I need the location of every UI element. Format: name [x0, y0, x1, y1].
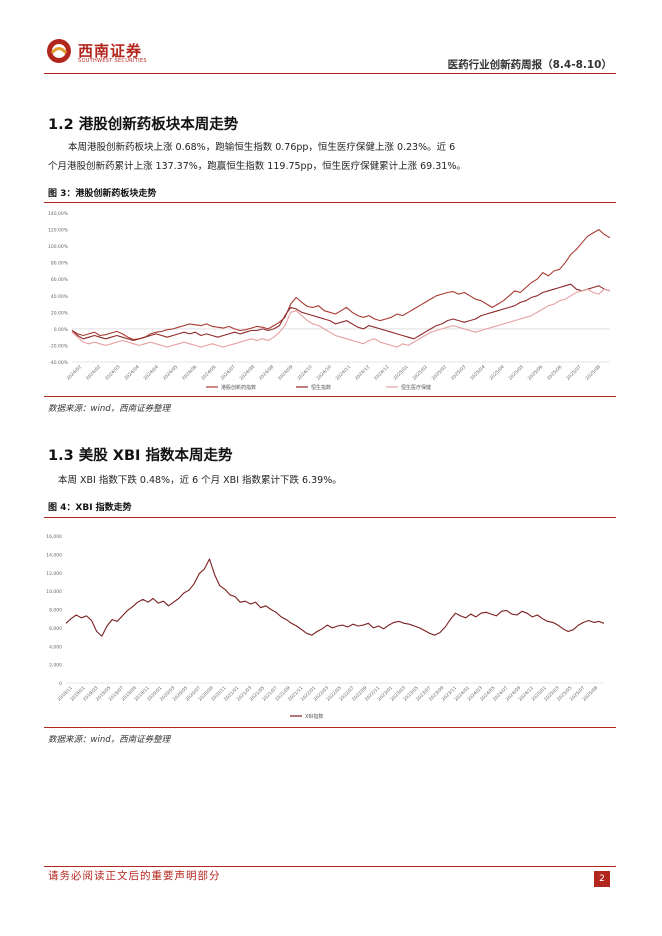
- x-tick-label: 2025/03: [450, 364, 468, 382]
- page-number: 2: [594, 871, 610, 887]
- y-tick-label: -20.00%: [49, 343, 69, 349]
- x-tick-label: 2024/04: [123, 364, 141, 382]
- x-tick-label: 2025/06: [546, 364, 564, 382]
- x-tick-label: 2024/06: [200, 364, 218, 382]
- x-tick-label: 2024/10: [296, 364, 314, 382]
- y-tick-label: -40.00%: [49, 360, 69, 366]
- figure-4-bottom-rule: [44, 727, 616, 728]
- x-tick-label: 2025/04: [469, 364, 487, 382]
- x-tick-label: 2024/11: [335, 364, 353, 382]
- y-tick-label: 10,000: [46, 589, 62, 595]
- figure-3-chart: 140.00% 120.00% 100.00% 80.00% 60.00% 40.00% 2…: [44, 204, 616, 394]
- figure-3-top-rule: [44, 202, 616, 203]
- report-title: 医药行业创新药周报（8.4-8.10）: [447, 59, 612, 71]
- x-tick-label: 2024/12: [373, 364, 391, 382]
- footer-disclaimer-note: 请务必阅读正文后的重要声明部分: [48, 870, 221, 882]
- figure-4-source: 数据来源：wind，西南证券整理: [48, 735, 171, 745]
- y-tick-label: 8,000: [49, 608, 62, 614]
- y-tick-label: 20.00%: [51, 310, 69, 316]
- x-tick-label: 2025/02: [411, 364, 429, 382]
- y-tick-label: 2,000: [49, 663, 62, 669]
- x-tick-label: 2024/05: [162, 364, 180, 382]
- figure-3-source: 数据来源：wind，西南证券整理: [48, 404, 171, 414]
- x-tick-label: 2025/06: [527, 364, 545, 382]
- y-tick-label: 0: [59, 681, 62, 687]
- header-divider: [44, 73, 616, 74]
- xbi-index-chart: 16,000 14,000 12,000 10,000 8,000 6,000 4,000 2…: [46, 534, 605, 720]
- x-tick-label: 2024/08: [258, 364, 276, 382]
- figure-3-caption: 图 3：港股创新药板块走势: [48, 189, 157, 199]
- legend-label: 恒生指数: [311, 384, 331, 391]
- section-1-2-paragraph-line1: 本周港股创新药板块上涨 0.68%，跑输恒生指数 0.76pp，恒生医疗保健上涨…: [68, 142, 456, 153]
- y-tick-label: 120.00%: [48, 228, 69, 234]
- series-line-1: [65, 558, 605, 637]
- legend-label: 恒生医疗保健: [401, 384, 431, 391]
- y-tick-label: 4,000: [49, 644, 62, 650]
- figure-3-bottom-rule: [44, 396, 616, 397]
- logo-english-name: SOUTHWEST SECURITIES: [78, 58, 147, 64]
- x-tick-label: 2024/07: [219, 364, 237, 382]
- y-tick-label: 100.00%: [48, 244, 69, 250]
- x-tick-label: 2025/04: [488, 364, 506, 382]
- figure-4-caption: 图 4：XBI 指数走势: [48, 503, 132, 513]
- company-logo: 西南证券 SOUTHWEST SECURITIES: [46, 38, 176, 70]
- x-tick-label: 2025/08: [584, 364, 602, 382]
- y-tick-label: 16,000: [46, 534, 62, 540]
- logo-chinese-name: 西南证券: [78, 42, 143, 60]
- x-tick-label: 2025/01: [392, 364, 410, 382]
- y-tick-label: 60.00%: [51, 277, 69, 283]
- section-1-3-paragraph: 本周 XBI 指数下跌 0.48%，近 6 个月 XBI 指数累计下跌 6.39…: [58, 475, 342, 486]
- logo-mark-icon: [47, 39, 71, 63]
- section-1-2-title: 1.2 港股创新药板块本周走势: [48, 117, 239, 133]
- x-tick-label: 2024/02: [66, 364, 84, 382]
- y-tick-label: 40.00%: [51, 294, 69, 300]
- x-tick-label: 2025/07: [565, 364, 583, 382]
- figure-4-top-rule: [44, 517, 616, 518]
- series-line-1: [71, 229, 611, 341]
- x-tick-label: 2024/04: [142, 364, 160, 382]
- x-tick-label: 2024/02: [85, 364, 103, 382]
- legend-label: XBI指数: [305, 713, 323, 720]
- legend-label: 港股创新药指数: [221, 384, 256, 391]
- section-1-3-title: 1.3 美股 XBI 指数本周走势: [48, 448, 233, 464]
- x-tick-label: 2024/08: [238, 364, 256, 382]
- section-1-2-paragraph-line2: 个月港股创新药累计上涨 137.37%，跑赢恒生指数 119.75pp，恒生医疗…: [48, 161, 466, 172]
- series-line-3: [71, 288, 611, 348]
- figure-4-chart: 16,000 14,000 12,000 10,000 8,000 6,000 4,000 2…: [44, 520, 616, 725]
- x-tick-label: 2025/05: [507, 364, 525, 382]
- x-tick-label: 2025/02: [431, 364, 449, 382]
- y-tick-label: 0.00%: [54, 327, 69, 333]
- x-tick-label: 2024/10: [315, 364, 333, 382]
- y-tick-label: 14,000: [46, 552, 62, 558]
- footer-divider: [44, 866, 616, 867]
- x-tick-label: 2024/03: [104, 364, 122, 382]
- y-tick-label: 12,000: [46, 571, 62, 577]
- x-tick-label: 2024/09: [277, 364, 295, 382]
- x-tick-label: 2024/12: [354, 364, 372, 382]
- hk-innovative-drug-chart: 140.00% 120.00% 100.00% 80.00% 60.00% 40.00% 2…: [48, 211, 611, 391]
- x-tick-label: 2024/06: [181, 364, 199, 382]
- y-tick-label: 80.00%: [51, 261, 69, 267]
- series-line-2: [71, 283, 611, 342]
- y-tick-label: 6,000: [49, 626, 62, 632]
- y-tick-label: 140.00%: [48, 211, 69, 217]
